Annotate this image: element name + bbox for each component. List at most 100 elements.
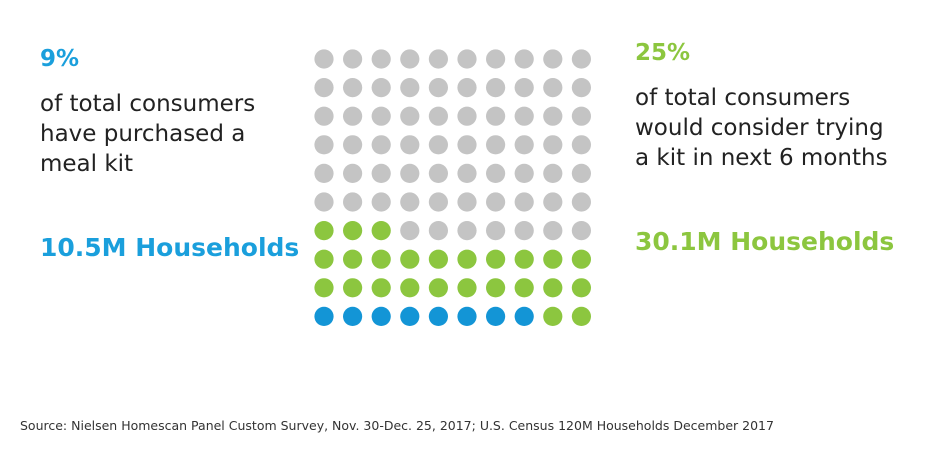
waffle-dot (400, 249, 420, 269)
waffle-dot (314, 106, 334, 126)
waffle-dot (400, 221, 420, 241)
waffle-dot (343, 106, 363, 126)
right-percent: 25% (635, 40, 691, 66)
waffle-dot (543, 192, 563, 212)
waffle-dot (457, 306, 477, 326)
waffle-dot (457, 163, 477, 183)
waffle-dot (371, 135, 391, 155)
waffle-dot (514, 192, 534, 212)
waffle-dot (543, 49, 563, 69)
waffle-dot (514, 306, 534, 326)
waffle-dot (314, 306, 334, 326)
waffle-dot (514, 278, 534, 298)
waffle-dot (343, 306, 363, 326)
waffle-dot (457, 106, 477, 126)
waffle-dot (371, 249, 391, 269)
waffle-dot (486, 135, 506, 155)
waffle-dot (457, 249, 477, 269)
waffle-dot (428, 306, 448, 326)
right-description-line: would consider trying (635, 115, 884, 141)
right-households: 30.1M Households (635, 227, 895, 256)
waffle-dot (571, 163, 592, 183)
waffle-dot (571, 249, 592, 269)
waffle-dot (543, 78, 563, 98)
waffle-dot (371, 278, 391, 298)
waffle-dot (400, 192, 420, 212)
waffle-dot (571, 221, 592, 241)
waffle-dot (314, 135, 334, 155)
left-description-line: meal kit (40, 151, 134, 177)
waffle-dot (486, 221, 506, 241)
waffle-dot (314, 163, 334, 183)
waffle-dot (486, 49, 506, 69)
waffle-dot (457, 221, 477, 241)
waffle-dot (571, 49, 592, 69)
waffle-dot (371, 192, 391, 212)
waffle-dot (428, 135, 448, 155)
waffle-dot (514, 249, 534, 269)
waffle-dot (571, 306, 592, 326)
waffle-dot (400, 135, 420, 155)
waffle-dot (543, 221, 563, 241)
waffle-dot (486, 192, 506, 212)
right-description: of total consumers would consider trying… (635, 83, 888, 173)
waffle-dot (571, 278, 592, 298)
source-note: Source: Nielsen Homescan Panel Custom Su… (20, 418, 774, 433)
waffle-dot (314, 78, 334, 98)
left-percent: 9% (40, 46, 80, 72)
waffle-dot (514, 106, 534, 126)
waffle-dot (514, 49, 534, 69)
waffle-dot (457, 278, 477, 298)
left-households: 10.5M Households (40, 233, 300, 262)
waffle-dot (514, 163, 534, 183)
waffle-dot (314, 249, 334, 269)
waffle-dot (314, 192, 334, 212)
waffle-dot (428, 192, 448, 212)
waffle-dot (428, 49, 448, 69)
waffle-dot (571, 106, 592, 126)
waffle-dot (343, 249, 363, 269)
waffle-dot (457, 135, 477, 155)
left-description-line: have purchased a (40, 121, 246, 147)
waffle-dot (371, 163, 391, 183)
waffle-dot (543, 249, 563, 269)
waffle-dot (343, 278, 363, 298)
right-description-line: a kit in next 6 months (635, 145, 888, 171)
waffle-dot (400, 306, 420, 326)
waffle-dot (343, 78, 363, 98)
waffle-dot (543, 135, 563, 155)
waffle-dot (428, 221, 448, 241)
waffle-dot (514, 135, 534, 155)
waffle-dot (543, 106, 563, 126)
waffle-dot (371, 221, 391, 241)
waffle-dot (343, 221, 363, 241)
waffle-dot (343, 49, 363, 69)
waffle-dot (543, 278, 563, 298)
waffle-dot (543, 163, 563, 183)
right-description-line: of total consumers (635, 85, 851, 111)
waffle-dot (400, 78, 420, 98)
waffle-dot (486, 106, 506, 126)
waffle-dot (514, 221, 534, 241)
waffle-dot (371, 49, 391, 69)
waffle-dot (371, 78, 391, 98)
waffle-dot (343, 192, 363, 212)
waffle-dot (400, 49, 420, 69)
waffle-dot (371, 106, 391, 126)
waffle-dot (486, 249, 506, 269)
waffle-dot (571, 78, 592, 98)
waffle-dot (571, 192, 592, 212)
left-description-line: of total consumers (40, 91, 256, 117)
waffle-dot (486, 278, 506, 298)
waffle-dot (428, 106, 448, 126)
waffle-dot (428, 278, 448, 298)
waffle-dot (457, 192, 477, 212)
waffle-dot (486, 306, 506, 326)
waffle-dot (428, 78, 448, 98)
waffle-dot (543, 306, 563, 326)
waffle-dot (314, 49, 334, 69)
waffle-dot (457, 49, 477, 69)
waffle-dot (486, 163, 506, 183)
waffle-dot (343, 135, 363, 155)
waffle-dot (314, 221, 334, 241)
